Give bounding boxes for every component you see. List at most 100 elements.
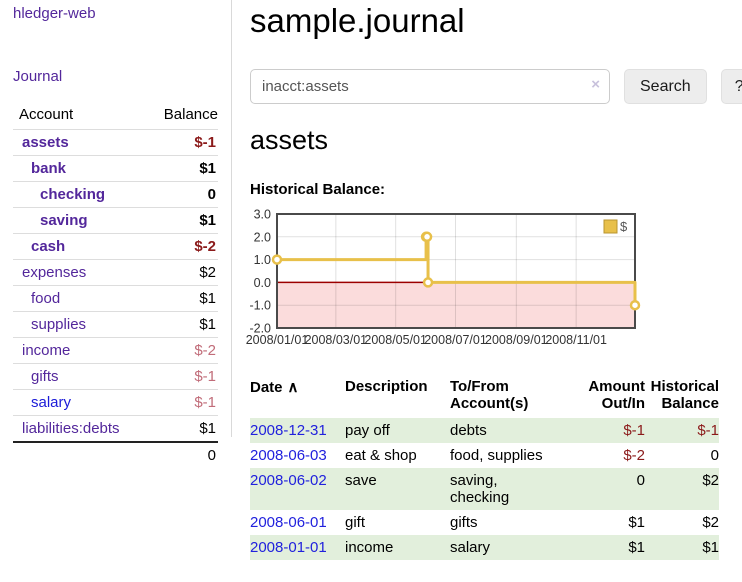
page-title: sample.journal [250,2,465,39]
tx-balance: $1 [702,539,719,556]
account-balance: $1 [143,207,218,234]
accounts-col-balance: Balance [163,106,218,123]
balance-chart-svg: $3.0 2.0 1.0 0.0 -1.0 -2.02008/01/012008/03/0… [246,208,641,347]
tx-date-link[interactable]: 2008-06-03 [250,447,327,464]
account-link-checking[interactable]: checking [40,186,106,203]
account-balance: $-2 [143,337,218,364]
account-link-saving[interactable]: saving [40,212,88,229]
account-link-bank[interactable]: bank [31,160,67,177]
transaction-row: 2008-01-01 income salary $1 $1 [250,535,719,560]
account-link-food[interactable]: food [31,290,61,307]
tx-description: save [345,472,377,489]
app-title: hledger-web [13,5,218,23]
svg-text:2008/07/01: 2008/07/01 [424,333,487,347]
svg-text:2.0: 2.0 [254,230,271,244]
sidebar: hledger-web Journal Account Balance asse… [0,0,232,468]
account-balance: $-1 [143,389,218,416]
journal-link[interactable]: Journal [13,68,63,85]
app-title-link[interactable]: hledger-web [13,5,96,22]
tx-description: gift [345,514,366,531]
tx-amount: $-1 [623,422,645,439]
col-description: Description [345,378,428,395]
svg-text:-1.0: -1.0 [249,299,271,313]
tx-date-link[interactable]: 2008-12-31 [250,422,327,439]
main-content: sample.journal × Search ? assets Histori… [232,0,742,560]
account-row: cash $-2 [13,233,218,260]
account-row: gifts $-1 [13,363,218,390]
account-row: checking 0 [13,181,218,208]
account-link-cash[interactable]: cash [31,238,66,255]
help-button[interactable]: ? [720,69,742,104]
account-balance: $1 [143,285,218,312]
account-link-liabilities-debts[interactable]: liabilities:debts [22,420,120,437]
clear-search-icon[interactable]: × [591,76,600,93]
account-row: saving $1 [13,207,218,234]
account-row: expenses $2 [13,259,218,286]
tx-balance: $2 [702,514,719,531]
tx-balance: 0 [710,447,719,464]
tx-amount: $1 [628,539,645,556]
account-row: salary $-1 [13,389,218,416]
account-row: bank $1 [13,155,218,182]
svg-text:2008/11/01: 2008/11/01 [545,333,607,347]
tx-date-link[interactable]: 2008-01-01 [250,539,327,556]
account-heading: assets [250,125,329,155]
tx-accounts: saving, checking [450,472,510,506]
col-balance: Historical Balance [650,378,719,412]
transactions-header-row: Date ∧ Description To/From Account(s) Amo… [250,376,719,418]
account-row: supplies $1 [13,311,218,338]
tx-accounts: debts [450,422,487,439]
col-date[interactable]: Date ∧ [250,379,299,396]
account-balance: $1 [143,415,218,442]
svg-text:1.0: 1.0 [254,253,271,267]
tx-accounts: food, supplies [450,447,543,464]
chart-title: Historical Balance: [250,181,386,198]
tx-balance: $2 [702,472,719,489]
account-row: assets $-1 [13,129,218,156]
account-row: income $-2 [13,337,218,364]
accounts-table: Account Balance assets $-1 bank $1 check… [13,102,218,468]
account-balance: $-2 [143,233,218,260]
tx-accounts: salary [450,539,491,556]
svg-text:0.0: 0.0 [254,276,271,290]
transaction-row: 2008-06-02 save saving, checking 0 $2 [250,468,719,510]
svg-text:3.0: 3.0 [254,208,271,222]
account-link-salary[interactable]: salary [31,394,72,411]
col-accounts: To/From Account(s) [450,378,529,412]
account-link-expenses[interactable]: expenses [22,264,87,281]
accounts-col-account: Account [19,106,74,123]
tx-amount: 0 [636,472,645,489]
tx-amount: $1 [628,514,645,531]
account-link-gifts[interactable]: gifts [31,368,59,385]
account-balance: $1 [143,155,218,182]
search-button[interactable]: Search [624,69,707,104]
account-row: liabilities:debts $1 [13,415,218,442]
svg-text:2008/01/01: 2008/01/01 [246,333,309,347]
transaction-row: 2008-06-01 gift gifts $1 $2 [250,510,719,535]
accounts-header-row: Account Balance [13,102,218,130]
account-balance: $-1 [143,363,218,390]
search-input[interactable] [250,69,610,104]
account-link-income[interactable]: income [22,342,71,359]
search-field-wrap: × [250,69,610,104]
transaction-row: 2008-06-03 eat & shop food, supplies $-2… [250,443,719,468]
accounts-total: 0 [143,441,218,468]
tx-date-link[interactable]: 2008-06-02 [250,472,327,489]
page: hledger-web Journal Account Balance asse… [0,0,742,560]
tx-date-link[interactable]: 2008-06-01 [250,514,327,531]
nav-journal: Journal [13,68,218,86]
svg-text:2008/05/01: 2008/05/01 [364,333,427,347]
tx-description: pay off [345,422,390,439]
account-link-assets[interactable]: assets [22,134,69,151]
svg-text:$: $ [620,219,628,234]
search-bar: × Search ? [250,69,742,104]
tx-accounts: gifts [450,514,478,531]
col-amount: Amount Out/In [588,378,645,412]
svg-text:2008/03/01: 2008/03/01 [305,333,368,347]
tx-balance: $-1 [697,422,719,439]
tx-description: eat & shop [345,447,417,464]
account-balance: $2 [143,259,218,286]
account-balance: 0 [143,181,218,208]
account-link-supplies[interactable]: supplies [31,316,87,333]
sort-asc-icon: ∧ [287,379,299,396]
